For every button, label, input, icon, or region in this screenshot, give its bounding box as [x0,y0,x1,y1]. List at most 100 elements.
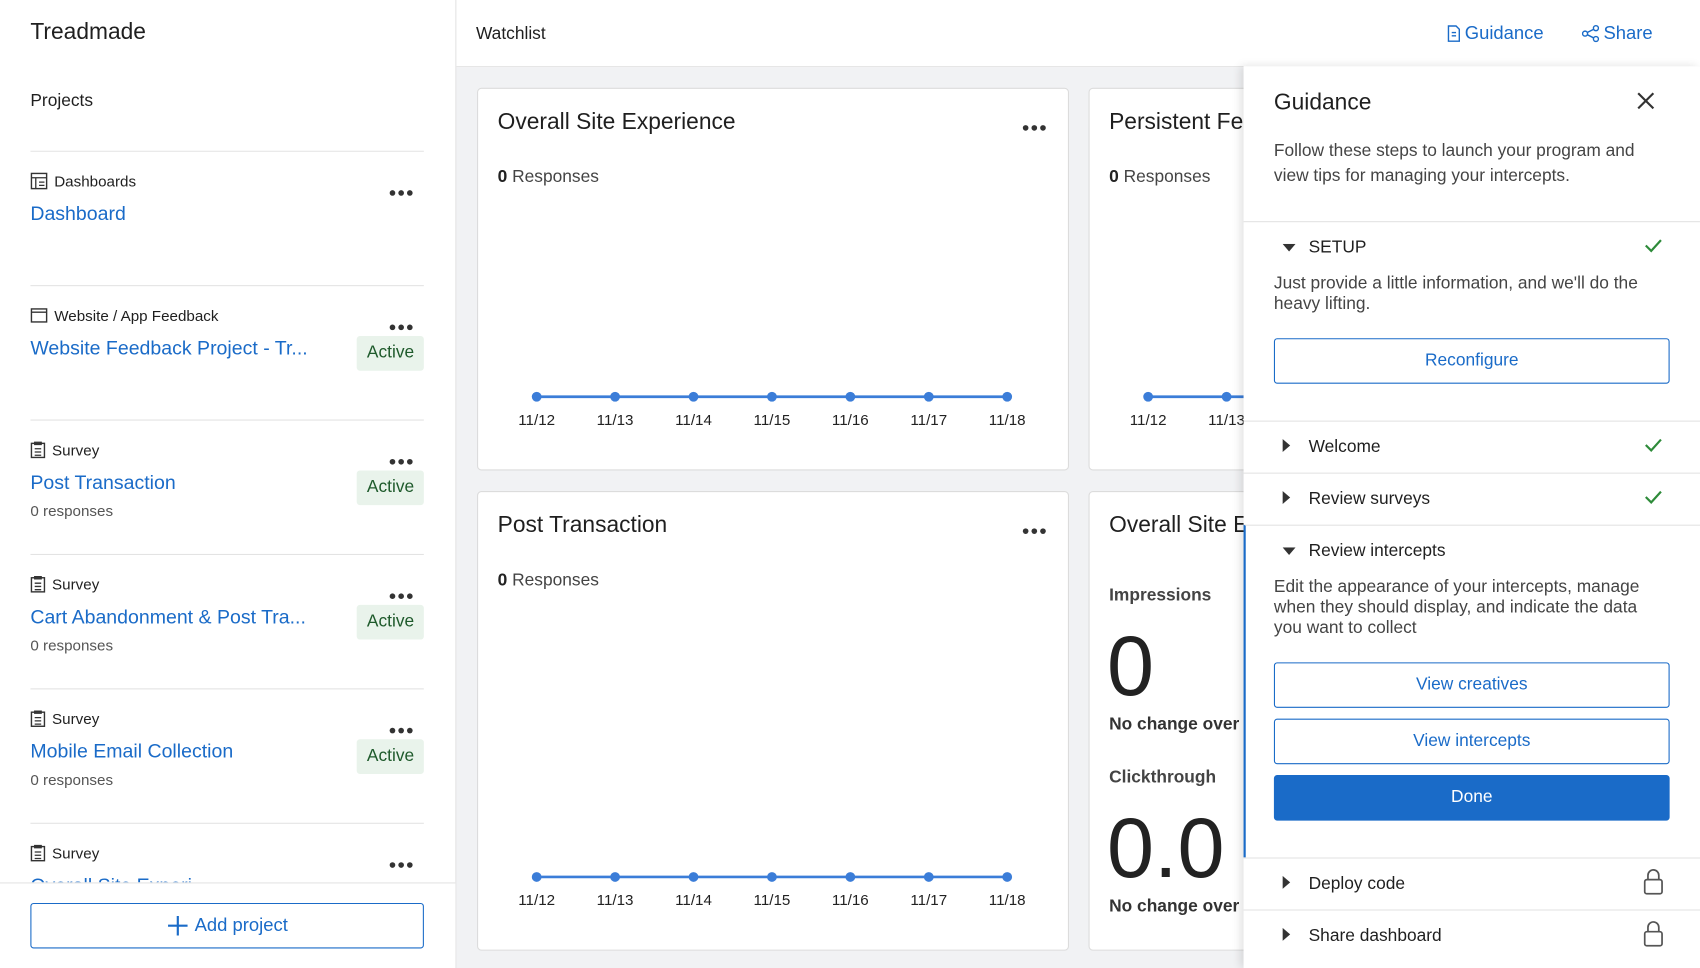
more-button[interactable] [389,854,413,874]
close-button[interactable] [1636,91,1656,111]
more-button[interactable] [389,451,413,471]
share-link[interactable]: Share [1581,23,1653,45]
project-name[interactable]: Website Feedback Project - Tr... [30,337,308,359]
app-name: Treadmade [30,19,146,45]
data-point [923,391,934,402]
caret-icon [1282,489,1292,509]
survey-icon [30,710,46,727]
count-value: 0 [497,168,508,187]
project-responses: 0 responses [30,636,114,654]
step-header[interactable]: SETUP [1244,222,1700,273]
caret-right [1282,927,1291,941]
count-label: Responses [512,168,599,187]
step-description: Edit the appearance of your intercepts, … [1273,577,1640,638]
project-name[interactable]: Mobile Email Collection [30,740,234,763]
project-name[interactable]: Dashboard [30,202,126,225]
x-tick-label: 11/17 [910,892,947,909]
metric-value: 0.0 [1106,799,1225,896]
lock-icon [1643,920,1663,947]
guidance-panel: Guidance Follow these steps to launch yo… [1243,66,1700,968]
response-count: 0 Responses [1109,168,1210,188]
more-button[interactable] [389,182,413,202]
caret-right [1282,438,1291,452]
step-button[interactable]: View creatives [1273,662,1670,708]
widget-card: Post Transaction 0 Responses 11/12 11/13 11/… [477,491,1070,951]
project-type: Dashboards [30,172,136,190]
project-item: Survey Cart Abandonment & Post Tra... 0 re… [30,553,424,688]
x-tick-label: 11/15 [754,412,791,429]
projects-heading: Projects [30,92,94,111]
data-point [767,872,777,882]
dots-icon [389,862,413,868]
more-button[interactable] [1022,117,1046,137]
add-project-button[interactable]: Add project [30,902,424,949]
status-badge: Active [357,470,424,506]
x-tick-label: 11/12 [518,892,555,909]
status-icon [1643,920,1664,951]
check-icon [1645,238,1662,252]
status-icon [1643,868,1664,899]
x-tick-label: 11/12 [1130,412,1167,429]
widget-title: Overall Site E [1109,512,1249,538]
panel-title: Guidance [1273,89,1372,115]
data-point [845,872,856,882]
project-type-label: Survey [52,575,100,593]
widget-title: Overall Site Experience [497,109,736,135]
step-header[interactable]: Review intercepts [1244,526,1700,577]
data-point [688,872,699,882]
step-description: Just provide a little information, and w… [1273,274,1638,314]
project-responses: 0 responses [30,501,114,520]
step-header[interactable]: Welcome [1244,422,1700,473]
more-button[interactable] [389,585,413,605]
count-label: Responses [1123,168,1211,187]
caret-icon [1282,238,1296,258]
project-name[interactable]: Overall Site Experi... [30,875,208,883]
step-header[interactable]: Deploy code [1244,859,1700,910]
count-value: 0 [1109,168,1119,187]
x-tick-label: 11/16 [832,892,869,909]
guidance-step: SETUP Just provide a little information, … [1243,221,1700,420]
metric-label: Clickthrough [1109,768,1217,787]
more-button[interactable] [1022,520,1046,540]
status-icon [1644,437,1664,458]
project-type-label: Survey [52,710,100,728]
x-tick-label: 11/13 [597,892,634,909]
caret-icon [1282,541,1296,561]
step-label: Review surveys [1308,489,1431,508]
project-name[interactable]: Cart Abandonment & Post Tra... [30,605,306,628]
guidance-link[interactable]: Guidance [1447,23,1544,45]
status-badge: Active [357,739,424,774]
data-point [923,872,934,882]
data-point [610,872,620,882]
step-button[interactable]: Done [1273,775,1670,821]
step-button[interactable]: View intercepts [1273,718,1670,765]
dashboard-icon [30,172,48,190]
project-item: Survey Post Transaction 0 responses Active [30,419,424,554]
x-tick-label: 11/15 [754,892,791,909]
project-name[interactable]: Post Transaction [30,471,176,494]
panel-description: Follow these steps to launch your progra… [1273,142,1635,186]
data-point [531,391,542,402]
data-point [767,391,777,402]
project-type: Survey [30,441,99,459]
guidance-step: Share dashboard [1243,909,1700,962]
status-icon [1644,489,1664,510]
metric-label: Impressions [1109,586,1212,605]
project-type-label: Survey [52,844,100,862]
dots-icon [389,593,413,600]
more-button[interactable] [389,317,413,337]
step-list: SETUP Just provide a little information, … [1243,221,1700,962]
step-header[interactable]: Share dashboard [1244,911,1700,962]
step-button[interactable]: Reconfigure [1273,338,1670,384]
step-label: SETUP [1308,237,1367,257]
survey-icon [30,844,46,862]
lock-icon [1643,868,1663,895]
project-type: Survey [30,576,99,593]
more-button[interactable] [389,720,413,740]
x-tick-label: 11/16 [832,412,869,429]
step-header[interactable]: Review surveys [1244,474,1700,525]
x-tick-label: 11/14 [675,412,712,429]
survey-icon [30,576,46,593]
response-count: 0 Responses [498,168,599,188]
